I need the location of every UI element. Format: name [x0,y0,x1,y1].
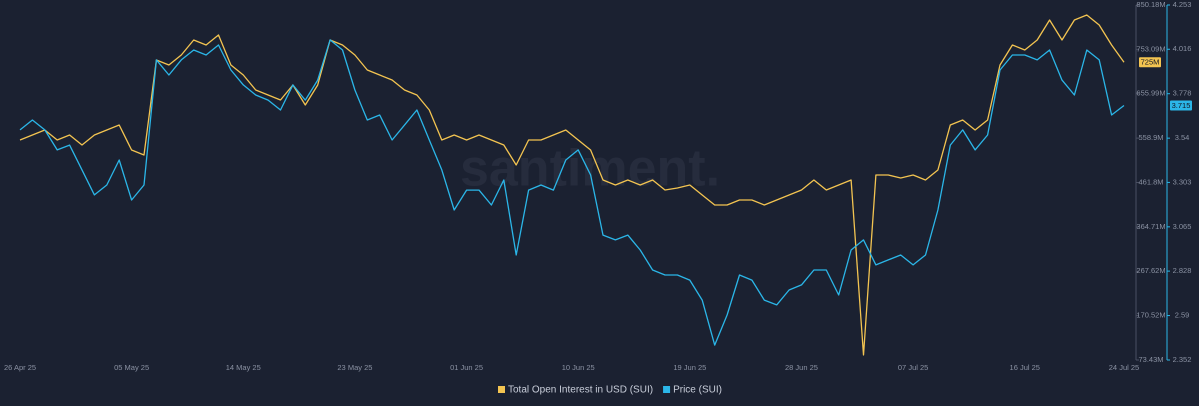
y2-tick-label: 3.54 [1175,133,1190,142]
y2-tick-label: 4.253 [1173,0,1192,9]
x-tick-label: 10 Jun 25 [562,363,595,372]
x-tick-label: 14 May 25 [226,363,261,372]
y-tick-label: 170.52M [1136,311,1165,320]
x-tick-label: 28 Jun 25 [785,363,818,372]
legend-label: Price (SUI) [673,385,722,396]
x-tick-label: 07 Jul 25 [898,363,928,372]
y-tick-label: 655.99M [1136,89,1165,98]
y-tick-label: 461.8M [1138,177,1163,186]
y2-tick-label: 2.352 [1173,355,1192,364]
x-tick-label: 23 May 25 [337,363,372,372]
legend: Total Open Interest in USD (SUI) Price (S… [498,385,722,396]
last-value-label: 3.715 [1172,101,1191,110]
y2-tick-label: 2.828 [1173,266,1192,275]
y2-tick-label: 2.59 [1175,311,1190,320]
series-line [19,39,1125,346]
y-tick-label: 364.71M [1136,222,1165,231]
x-tick-label: 19 Jun 25 [673,363,706,372]
y-tick-label: 753.09M [1136,44,1165,53]
y2-tick-label: 3.778 [1173,89,1192,98]
y-tick-label: 267.62M [1136,266,1165,275]
y2-tick-label: 4.016 [1173,44,1192,53]
x-tick-label: 26 Apr 25 [4,363,36,372]
legend-swatch [498,386,505,393]
x-tick-label: 01 Jun 25 [450,363,483,372]
y2-tick-label: 3.065 [1173,222,1192,231]
y-tick-label: 73.43M [1138,355,1163,364]
legend-swatch [663,386,671,393]
last-value-label: 725M [1141,58,1160,67]
series-line [19,14,1125,356]
y-tick-label: 558.9M [1138,133,1163,142]
last-value-tag [1139,57,1161,68]
x-tick-label: 16 Jul 25 [1010,363,1040,372]
last-value-tag [1170,100,1192,111]
y-tick-label: 850.18M [1136,0,1165,9]
y2-tick-label: 3.303 [1173,177,1192,186]
x-tick-label: 24 Jul 25 [1109,363,1139,372]
x-tick-label: 05 May 25 [114,363,149,372]
legend-label: Total Open Interest in USD (SUI) [508,385,653,396]
